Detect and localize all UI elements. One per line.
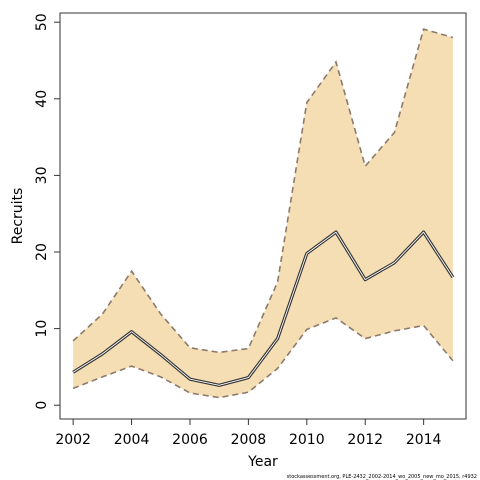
y-tick-label: 30 (34, 166, 50, 184)
x-tick-label: 2010 (289, 432, 325, 448)
x-tick-label: 2002 (55, 432, 91, 448)
x-axis-title: Year (247, 454, 278, 470)
x-tick-label: 2006 (172, 432, 208, 448)
x-tick-label: 2014 (406, 432, 442, 448)
plot-frame (59, 12, 467, 420)
x-tick-label: 2004 (114, 432, 150, 448)
y-tick-label: 50 (34, 13, 50, 31)
x-tick-label: 2008 (231, 432, 267, 448)
x-axis: 2002 2004 2006 2008 2010 2012 2014 (55, 419, 442, 448)
y-tick-label: 20 (34, 243, 50, 261)
y-tick-label: 10 (34, 320, 50, 338)
lower-bound-line (72, 316, 454, 399)
upper-bound-line (72, 28, 454, 354)
footnote: stockassessment.org, PLE-2432_2002-2014_… (287, 474, 477, 480)
plot-area (72, 28, 455, 399)
y-axis-title: Recruits (10, 188, 26, 245)
confidence-band (73, 29, 453, 398)
x-tick-label: 2012 (347, 432, 383, 448)
y-axis: 0 10 20 30 40 50 (34, 13, 60, 410)
y-tick-label: 40 (34, 90, 50, 108)
y-tick-label: 0 (34, 401, 50, 410)
estimate-line-core (72, 231, 454, 386)
